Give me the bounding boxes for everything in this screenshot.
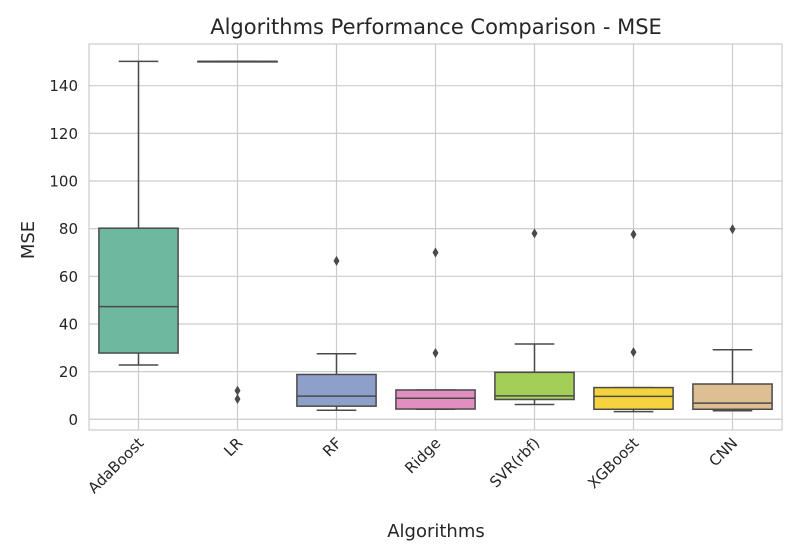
box-iqr (98, 227, 179, 354)
y-tick-label: 120 (49, 125, 78, 143)
x-axis-label: Algorithms (387, 521, 485, 542)
box-iqr (593, 386, 674, 411)
box-iqr (494, 371, 575, 401)
y-tick-label: 20 (59, 363, 78, 381)
box-svr-rbf- (494, 228, 575, 406)
y-tick-label: 60 (59, 268, 78, 286)
x-tick-label: Ridge (401, 434, 444, 477)
outlier-point (234, 385, 241, 396)
x-tick-label: CNN (705, 434, 741, 470)
outlier-point (729, 224, 736, 235)
y-tick-label: 140 (49, 77, 78, 95)
outlier-point (630, 347, 637, 358)
chart-title: Algorithms Performance Comparison - MSE (210, 15, 662, 39)
box-iqr (395, 389, 476, 410)
x-tick-labels: AdaBoost LR RF Ridge SVR(rbf) XGBoost CNN (84, 434, 741, 497)
box-rf (296, 255, 377, 411)
outlier-point (531, 228, 538, 239)
y-axis-label: MSE (18, 221, 39, 259)
outlier-point (234, 394, 241, 405)
box-plots (98, 60, 773, 413)
outlier-point (432, 247, 439, 258)
box-ridge (395, 247, 476, 411)
x-tick-label: RF (319, 434, 345, 460)
y-tick-labels: 0 20 40 60 80 100 120 140 (49, 77, 78, 429)
plot-frame (88, 43, 783, 431)
box-cnn (692, 224, 773, 412)
box-adaboost (98, 60, 179, 366)
box-lr (197, 60, 278, 405)
outlier-point (630, 229, 637, 240)
x-tick-label: XGBoost (584, 434, 642, 492)
outlier-point (432, 348, 439, 359)
grid (89, 44, 782, 430)
x-tick-label: LR (220, 434, 246, 460)
y-tick-label: 100 (49, 173, 78, 191)
x-tick-label: SVR(rbf) (486, 434, 543, 491)
outlier-point (333, 255, 340, 266)
y-tick-label: 0 (68, 411, 78, 429)
box-iqr (296, 373, 377, 407)
box-iqr (692, 383, 773, 411)
x-tick-label: AdaBoost (84, 434, 147, 497)
box-xgboost (593, 229, 674, 413)
y-tick-label: 80 (59, 220, 78, 238)
y-tick-label: 40 (59, 315, 78, 333)
